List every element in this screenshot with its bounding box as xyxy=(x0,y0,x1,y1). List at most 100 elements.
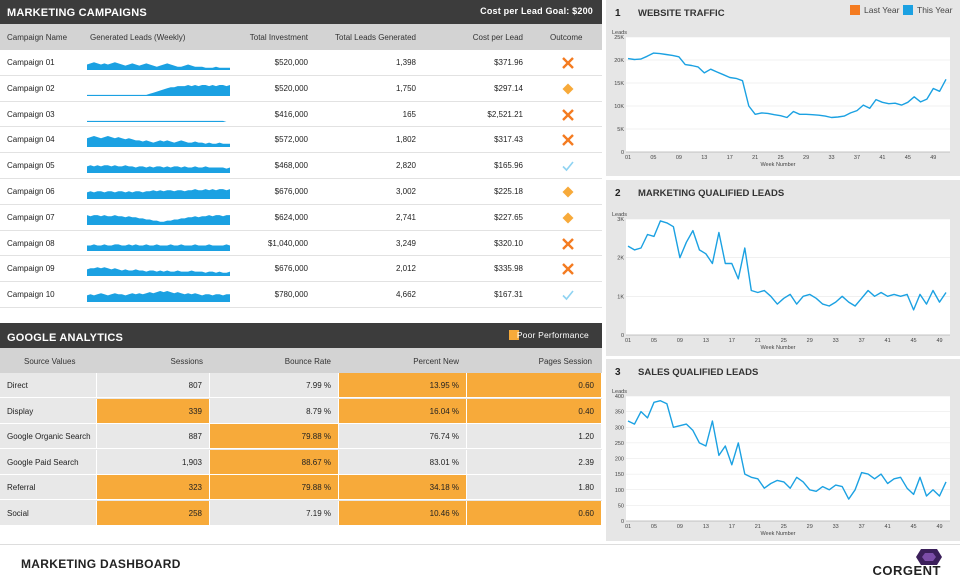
cost-per-lead: $335.98 xyxy=(494,264,523,274)
col-outcome[interactable]: Outcome xyxy=(550,33,583,42)
table-row[interactable]: Campaign 03 $416,000 165 $2,521.21 xyxy=(0,102,602,128)
table-row[interactable]: Direct 807 7.99 % 13.95 % 0.60 xyxy=(0,373,602,399)
bounce-rate-value: 79.88 % xyxy=(301,483,331,492)
ga-cell: 0.40 xyxy=(467,398,602,424)
weekly-leads-sparkline xyxy=(87,243,230,251)
source-value: Google Organic Search xyxy=(7,432,91,441)
x-tick-label: 29 xyxy=(803,155,809,161)
y-tick-label: 20K xyxy=(614,58,624,64)
ga-cell: 79.88 % xyxy=(210,475,339,500)
table-row[interactable]: Campaign 02 $520,000 1,750 $297.14 xyxy=(0,76,602,102)
table-row[interactable]: Google Paid Search 1,903 88.67 % 83.01 % 2.3… xyxy=(0,449,602,476)
logo-text: CORGENT xyxy=(872,563,941,578)
col-bounce-rate[interactable]: Bounce Rate xyxy=(284,357,331,366)
table-row[interactable]: Campaign 09 $676,000 2,012 $335.98 xyxy=(0,256,602,283)
x-tick-label: 05 xyxy=(651,524,657,530)
chart-number: 1 xyxy=(615,8,621,19)
col-total-investment[interactable]: Total Investment xyxy=(249,33,308,42)
percent-new-value: 34.18 % xyxy=(429,483,459,492)
sessions-value: 887 xyxy=(188,432,202,441)
x-tick-label: 01 xyxy=(625,338,631,344)
warning-diamond-icon xyxy=(562,83,574,95)
cost-per-lead-goal: Cost per Lead Goal: $200 xyxy=(480,6,593,16)
total-investment: $676,000 xyxy=(274,264,308,274)
cost-per-lead: $320.10 xyxy=(494,238,523,248)
y-tick-label: 10K xyxy=(614,104,624,110)
table-row[interactable]: Campaign 07 $624,000 2,741 $227.65 xyxy=(0,205,602,231)
col-generated-leads[interactable]: Generated Leads (Weekly) xyxy=(90,33,186,42)
total-leads: 1,802 xyxy=(395,135,416,145)
col-source-values[interactable]: Source Values xyxy=(24,357,76,366)
ga-cell: 1.80 xyxy=(467,475,602,500)
table-row[interactable]: Referral 323 79.88 % 34.18 % 1.80 xyxy=(0,475,602,501)
x-tick-label: 17 xyxy=(727,155,733,161)
table-row[interactable]: Social 258 7.19 % 10.46 % 0.60 xyxy=(0,500,602,527)
sparkline-area xyxy=(87,189,230,199)
table-row[interactable]: Campaign 01 $520,000 1,398 $371.96 xyxy=(0,50,602,76)
y-tick-label: 5K xyxy=(617,127,624,133)
table-row[interactable]: Campaign 10 $780,000 4,662 $167.31 xyxy=(0,282,602,308)
ga-cell: 258 xyxy=(97,500,210,526)
table-row[interactable]: Campaign 06 $676,000 3,002 $225.18 xyxy=(0,179,602,205)
col-campaign-name[interactable]: Campaign Name xyxy=(7,33,68,42)
sparkline-area xyxy=(87,120,230,122)
weekly-leads-sparkline xyxy=(87,189,230,199)
col-total-leads[interactable]: Total Leads Generated xyxy=(335,33,416,42)
analytics-table-body: Direct 807 7.99 % 13.95 % 0.60 Display 339 8.79… xyxy=(0,373,602,526)
pages-session-value: 0.60 xyxy=(578,508,594,518)
ga-cell: Referral xyxy=(0,475,97,500)
x-tick-label: 33 xyxy=(828,155,834,161)
total-leads: 2,741 xyxy=(395,212,416,222)
last-year-label: Last Year xyxy=(864,5,900,15)
col-pages-session[interactable]: Pages Session xyxy=(538,357,592,366)
pages-session-value: 1.20 xyxy=(578,432,594,441)
weekly-leads-sparkline xyxy=(87,267,230,277)
total-leads: 165 xyxy=(402,109,416,119)
series-this-year-line xyxy=(627,52,947,119)
col-percent-new[interactable]: Percent New xyxy=(413,357,459,366)
campaign-name: Campaign 09 xyxy=(7,264,55,274)
total-leads: 4,662 xyxy=(395,290,416,300)
campaign-name: Campaign 01 xyxy=(7,58,55,67)
x-tick-label: 37 xyxy=(859,338,865,344)
sessions-value: 807 xyxy=(188,381,202,390)
cost-per-lead: $165.96 xyxy=(494,161,523,171)
x-tick-label: 33 xyxy=(833,524,839,530)
y-tick-label: 0 xyxy=(621,519,624,525)
fail-x-icon xyxy=(562,108,574,121)
ga-cell: 7.19 % xyxy=(210,500,339,526)
analytics-column-header: Source Values Sessions Bounce Rate Perce… xyxy=(0,348,602,373)
ga-cell: 807 xyxy=(97,373,210,398)
percent-new-value: 76.74 % xyxy=(429,432,459,441)
sessions-value: 258 xyxy=(188,508,202,518)
x-tick-label: 41 xyxy=(885,524,891,530)
table-row[interactable]: Campaign 04 $572,000 1,802 $317.43 xyxy=(0,127,602,154)
table-row[interactable]: Campaign 08 $1,040,000 3,249 $320.10 xyxy=(0,231,602,257)
ga-cell: Direct xyxy=(0,373,97,398)
ga-cell: 323 xyxy=(97,475,210,500)
ga-cell: Google Organic Search xyxy=(0,424,97,449)
total-leads: 2,820 xyxy=(395,161,416,171)
table-row[interactable]: Display 339 8.79 % 16.04 % 0.40 xyxy=(0,398,602,425)
x-tick-label: 13 xyxy=(703,524,709,530)
col-cost-per-lead[interactable]: Cost per Lead xyxy=(472,33,523,42)
poor-performance-label: Poor Performance xyxy=(516,330,589,340)
x-axis-label: Week Number xyxy=(760,162,795,168)
percent-new-value: 13.95 % xyxy=(429,381,459,390)
source-value: Social xyxy=(7,508,29,518)
sessions-value: 339 xyxy=(188,406,202,416)
campaign-name: Campaign 03 xyxy=(7,109,55,119)
percent-new-value: 16.04 % xyxy=(429,406,459,416)
table-row[interactable]: Campaign 05 $468,000 2,820 $165.96 xyxy=(0,153,602,179)
cost-per-lead: $167.31 xyxy=(494,290,523,300)
ga-cell: 34.18 % xyxy=(339,475,467,500)
analytics-header: GOOGLE ANALYTICS Poor Performance xyxy=(0,323,602,348)
ga-cell: Social xyxy=(0,500,97,526)
col-sessions[interactable]: Sessions xyxy=(170,357,203,366)
campaign-name: Campaign 10 xyxy=(7,290,55,300)
cost-per-lead: $2,521.21 xyxy=(487,109,523,119)
ga-cell: 7.99 % xyxy=(210,373,339,398)
ga-cell: 79.88 % xyxy=(210,424,339,449)
table-row[interactable]: Google Organic Search 887 79.88 % 76.74 % 1.… xyxy=(0,424,602,450)
campaigns-title: MARKETING CAMPAIGNS xyxy=(7,7,147,19)
